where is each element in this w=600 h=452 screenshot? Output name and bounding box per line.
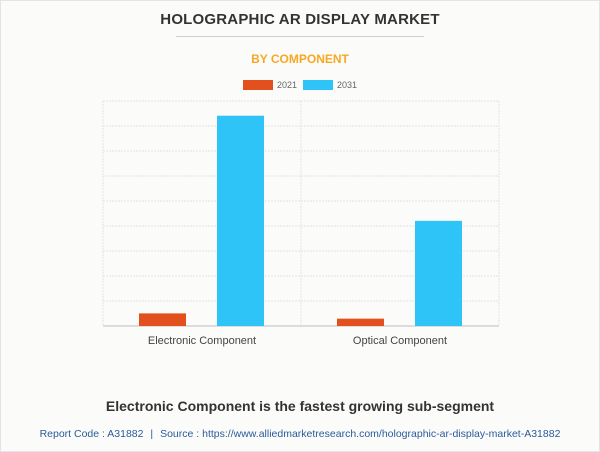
legend-swatch-2031 (303, 80, 333, 90)
chart-title: HOLOGRAPHIC AR DISPLAY MARKET (160, 11, 440, 28)
title-divider (176, 36, 424, 37)
chart-subtitle: BY COMPONENT (251, 52, 349, 66)
legend-item-2031: 2031 (303, 80, 357, 90)
legend-label-2031: 2031 (337, 80, 358, 90)
legend-swatch-2021 (242, 80, 273, 90)
bar-2021-optical-component (337, 318, 384, 326)
bar-2031-optical-component (415, 220, 462, 326)
source-link[interactable]: Source : https://www.alliedmarketresearc… (160, 428, 561, 440)
x-tick-label: Optical Component (353, 335, 447, 347)
separator: | (150, 428, 154, 440)
report-source-line: Report Code : A31882 | Source : https://… (0, 428, 600, 440)
report-code: Report Code : A31882 (39, 428, 144, 440)
bar-2031-electronic-component (217, 115, 264, 326)
legend-label-2021: 2021 (276, 80, 297, 90)
bar-2021-electronic-component (139, 313, 186, 326)
chart-headline: Electronic Component is the fastest grow… (105, 398, 495, 414)
x-tick-label: Electronic Component (148, 335, 256, 347)
chart-legend: 2021 2031 (0, 80, 600, 90)
legend-item-2021: 2021 (242, 80, 297, 90)
